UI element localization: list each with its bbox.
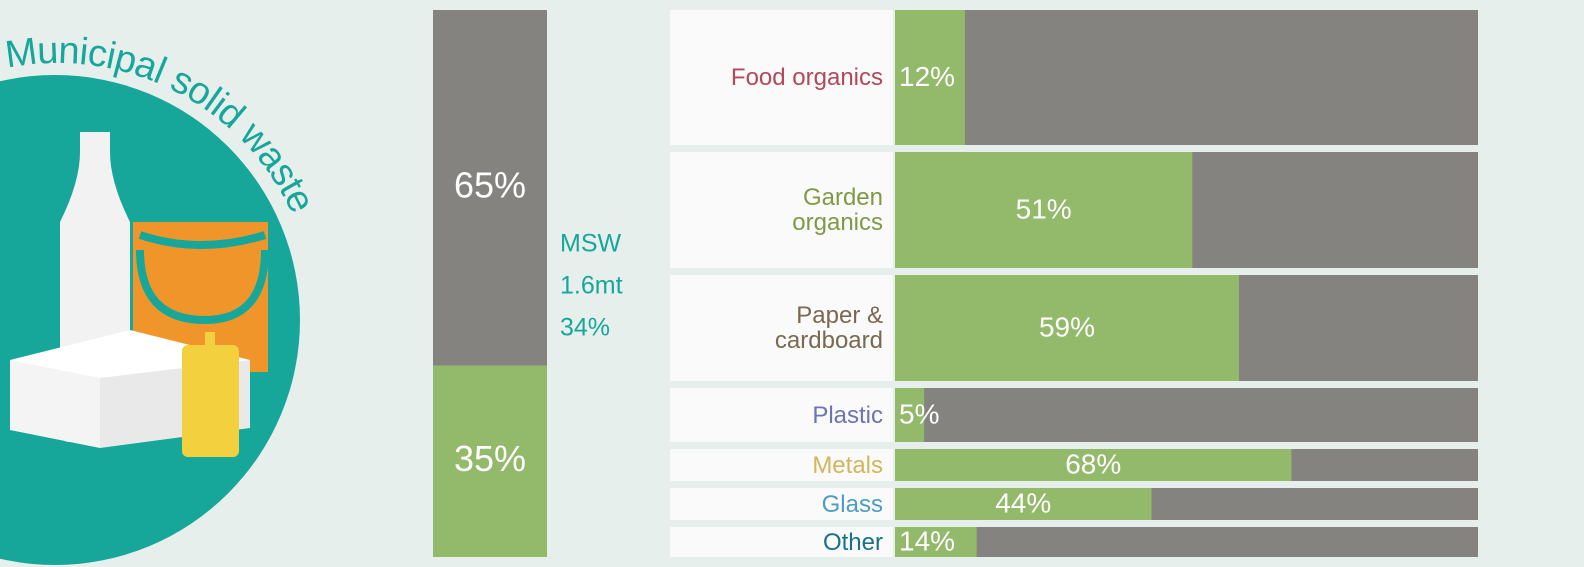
category-label: Metals xyxy=(812,451,883,479)
annotation: MSW xyxy=(560,230,622,258)
value-label: 14% xyxy=(899,525,955,556)
bar xyxy=(895,388,925,442)
category-label: Garden organics xyxy=(792,184,883,236)
category-label: Paper & cardboard xyxy=(774,302,883,354)
value-label: 68% xyxy=(1065,448,1121,479)
value-label: 59% xyxy=(1039,311,1095,342)
stack-segment xyxy=(433,10,547,366)
bar xyxy=(895,449,1292,481)
bar-track xyxy=(895,10,1478,145)
label-cell xyxy=(670,388,893,442)
bar xyxy=(895,275,1239,381)
value-label: 35% xyxy=(454,438,526,479)
value-label: 65% xyxy=(454,164,526,205)
label-cell xyxy=(670,449,893,481)
bar xyxy=(895,488,1152,520)
bar xyxy=(895,10,965,145)
annotation: 1.6mt xyxy=(560,272,623,300)
category-label: Food organics xyxy=(730,64,883,91)
value-label: 44% xyxy=(995,487,1051,518)
value-label: 5% xyxy=(899,398,939,429)
category-label: Plastic xyxy=(812,401,883,429)
bar-track xyxy=(895,527,1478,557)
bar-track xyxy=(895,388,1478,442)
value-label: 12% xyxy=(899,61,955,92)
label-cell xyxy=(670,152,893,268)
value-label: 51% xyxy=(1016,193,1072,224)
category-label: Other xyxy=(822,528,883,556)
icons xyxy=(10,132,269,457)
category-label: Glass xyxy=(821,490,883,518)
label-cell xyxy=(670,10,893,145)
label-cell xyxy=(670,275,893,381)
bar xyxy=(895,527,977,557)
stack-segment xyxy=(433,365,547,557)
bar xyxy=(895,152,1193,268)
label-cell xyxy=(670,527,893,557)
annotation: 34% xyxy=(560,314,610,342)
label-cell xyxy=(670,488,893,520)
